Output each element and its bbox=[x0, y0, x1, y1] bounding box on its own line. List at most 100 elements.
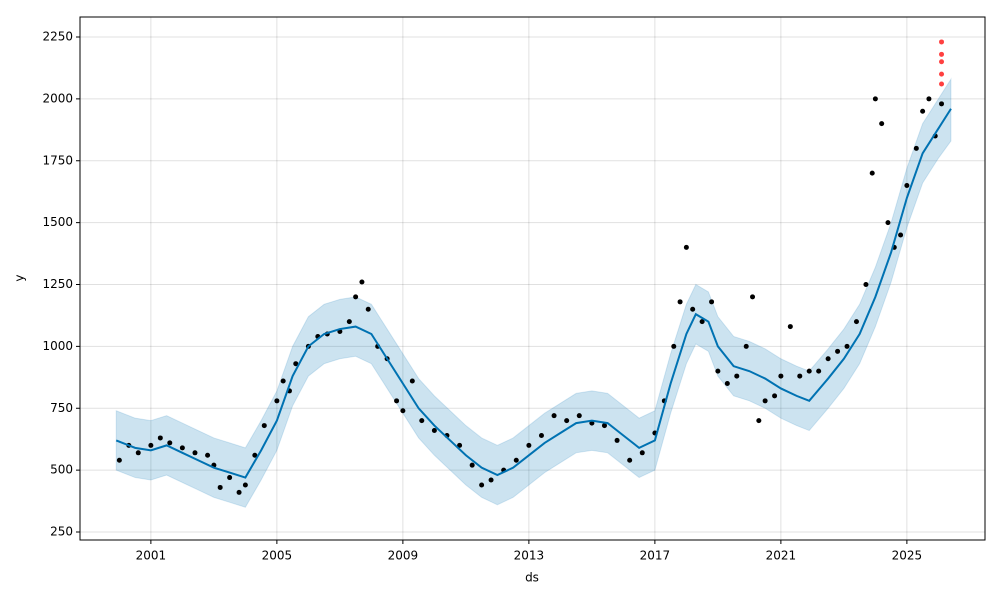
observed-point bbox=[885, 220, 891, 226]
observed-point bbox=[816, 368, 822, 374]
observed-point bbox=[750, 294, 756, 300]
observed-point bbox=[601, 423, 607, 429]
observed-point bbox=[898, 232, 904, 238]
y-axis-label: y bbox=[13, 274, 27, 281]
observed-point bbox=[699, 319, 705, 325]
outlier-point bbox=[939, 59, 945, 65]
observed-point bbox=[762, 398, 768, 404]
observed-point bbox=[715, 368, 721, 374]
observed-point bbox=[627, 457, 633, 463]
observed-point bbox=[261, 423, 267, 429]
outlier-point bbox=[939, 39, 945, 45]
observed-point bbox=[236, 489, 242, 495]
observed-point bbox=[734, 373, 740, 379]
x-tick-label: 2009 bbox=[388, 549, 419, 563]
observed-point bbox=[148, 442, 154, 448]
observed-point bbox=[431, 428, 437, 434]
observed-point bbox=[806, 368, 812, 374]
observed-point bbox=[690, 306, 696, 312]
observed-point bbox=[280, 378, 286, 384]
observed-point bbox=[844, 343, 850, 349]
observed-point bbox=[400, 408, 406, 414]
uncertainty-band bbox=[115, 77, 952, 508]
observed-point bbox=[179, 445, 185, 451]
observed-point bbox=[926, 96, 932, 102]
observed-point bbox=[274, 398, 280, 404]
observed-point bbox=[538, 432, 544, 438]
y-tick-label: 1250 bbox=[42, 277, 73, 291]
forecast-line bbox=[115, 108, 952, 479]
observed-point bbox=[419, 418, 425, 424]
observed-point bbox=[913, 145, 919, 151]
observed-point bbox=[904, 183, 910, 189]
y-tick-label: 2000 bbox=[42, 91, 73, 105]
observed-point bbox=[479, 482, 485, 488]
observed-point bbox=[293, 361, 299, 367]
observed-point bbox=[353, 294, 359, 300]
observed-point bbox=[564, 418, 570, 424]
observed-point bbox=[869, 170, 875, 176]
x-tick-label: 2017 bbox=[640, 549, 671, 563]
observed-point bbox=[365, 306, 371, 312]
y-tick-label: 1500 bbox=[42, 215, 73, 229]
observed-point bbox=[346, 319, 352, 325]
observed-point bbox=[879, 121, 885, 127]
observed-point bbox=[778, 373, 784, 379]
outlier-point bbox=[939, 81, 945, 87]
x-tick-label: 2013 bbox=[514, 549, 545, 563]
y-tick-label: 500 bbox=[50, 463, 73, 477]
observed-point bbox=[920, 108, 926, 114]
observed-point bbox=[227, 475, 233, 481]
x-axis-label: ds bbox=[525, 571, 539, 585]
x-tick-label: 2001 bbox=[136, 549, 167, 563]
observed-point bbox=[614, 437, 620, 443]
observed-point bbox=[192, 450, 198, 456]
x-tick-label: 2025 bbox=[892, 549, 923, 563]
observed-point bbox=[677, 299, 683, 305]
observed-point bbox=[488, 477, 494, 483]
observed-point bbox=[797, 373, 803, 379]
observed-point bbox=[939, 101, 945, 107]
observed-point bbox=[469, 462, 475, 468]
observed-point bbox=[457, 442, 463, 448]
y-tick-label: 2250 bbox=[42, 29, 73, 43]
observed-point bbox=[359, 279, 365, 285]
observed-point bbox=[526, 442, 532, 448]
y-tick-label: 1750 bbox=[42, 153, 73, 167]
observed-point bbox=[205, 452, 211, 458]
observed-point bbox=[787, 324, 793, 330]
observed-point bbox=[576, 413, 582, 419]
observed-point bbox=[724, 381, 730, 387]
observed-point bbox=[872, 96, 878, 102]
observed-point bbox=[863, 282, 869, 288]
observed-point bbox=[709, 299, 715, 305]
observed-point bbox=[853, 319, 859, 325]
outlier-point bbox=[939, 51, 945, 57]
observed-point bbox=[835, 348, 841, 354]
observed-point bbox=[683, 244, 689, 250]
observed-point bbox=[671, 343, 677, 349]
observed-point bbox=[551, 413, 557, 419]
observed-point bbox=[242, 482, 248, 488]
y-tick-label: 250 bbox=[50, 525, 73, 539]
observed-point bbox=[394, 398, 400, 404]
observed-point bbox=[825, 356, 831, 362]
observed-point bbox=[135, 450, 141, 456]
observed-point bbox=[756, 418, 762, 424]
x-tick-label: 2021 bbox=[766, 549, 797, 563]
observed-point bbox=[157, 435, 163, 441]
outlier-point bbox=[939, 71, 945, 77]
observed-point bbox=[513, 457, 519, 463]
observed-point bbox=[589, 420, 595, 426]
observed-point bbox=[116, 457, 122, 463]
observed-point bbox=[772, 393, 778, 399]
observed-point bbox=[743, 343, 749, 349]
observed-point bbox=[167, 440, 173, 446]
observed-point bbox=[252, 452, 258, 458]
observed-point bbox=[409, 378, 415, 384]
plot-frame bbox=[79, 16, 986, 541]
y-tick-label: 1000 bbox=[42, 339, 73, 353]
y-tick-label: 750 bbox=[50, 401, 73, 415]
x-tick-label: 2005 bbox=[262, 549, 293, 563]
